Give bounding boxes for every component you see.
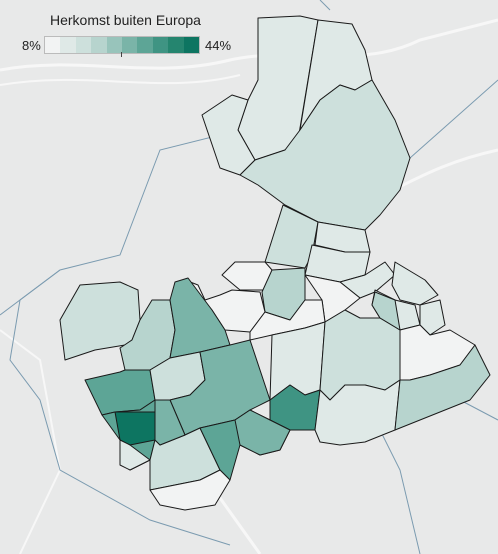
district-30[interactable] <box>154 399 186 446</box>
district-36[interactable] <box>149 469 231 511</box>
legend-swatch <box>168 37 184 53</box>
district-4[interactable] <box>239 79 411 231</box>
legend-swatch <box>122 37 138 53</box>
legend-color-scale <box>44 36 200 54</box>
legend-tick <box>121 52 122 57</box>
legend-swatch <box>152 37 169 53</box>
legend-title: Herkomst buiten Europa <box>50 12 201 28</box>
district-35[interactable] <box>394 344 491 431</box>
legend-swatch <box>45 37 61 53</box>
district-32[interactable] <box>314 379 401 446</box>
legend-swatch <box>137 37 153 53</box>
legend-swatch <box>91 37 107 53</box>
legend-swatch <box>60 37 76 53</box>
legend-swatch <box>183 37 200 53</box>
district-14[interactable] <box>419 299 446 336</box>
districts-layer <box>59 15 491 511</box>
district-22[interactable] <box>269 321 326 401</box>
legend-swatch <box>75 37 92 53</box>
district-3[interactable] <box>201 94 256 176</box>
district-34[interactable] <box>371 291 401 331</box>
district-33[interactable] <box>234 409 291 456</box>
district-11[interactable] <box>391 261 439 306</box>
legend-swatch <box>106 37 123 53</box>
district-37[interactable] <box>119 439 151 471</box>
legend-max-label: 44% <box>205 38 232 53</box>
legend-min-label: 8% <box>22 38 41 53</box>
district-27[interactable] <box>114 411 156 446</box>
